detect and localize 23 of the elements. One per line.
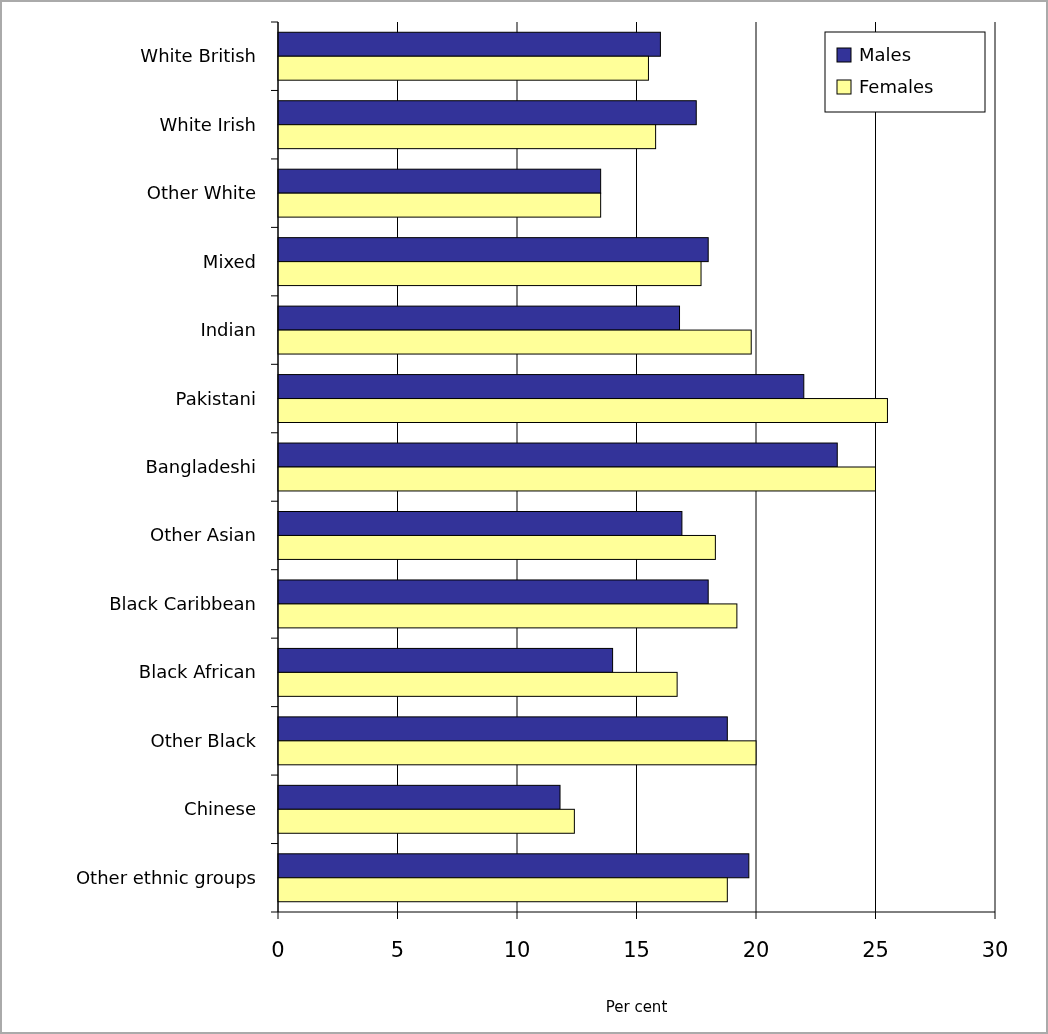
y-tick-label: Other Black bbox=[150, 729, 257, 751]
legend-label: Females bbox=[859, 76, 934, 97]
x-tick-label: 5 bbox=[390, 938, 405, 962]
x-axis-title: Per cent bbox=[605, 998, 668, 1016]
y-tick-label: Chinese bbox=[184, 798, 256, 820]
y-tick-label: Other ethnic groups bbox=[75, 866, 256, 888]
y-tick-label: Other Asian bbox=[150, 524, 256, 546]
legend-label: Males bbox=[859, 44, 912, 65]
x-tick-label: 15 bbox=[623, 938, 650, 962]
y-tick-label: Mixed bbox=[202, 250, 256, 272]
y-tick-label: Black African bbox=[138, 661, 256, 683]
y-tick-label: Pakistani bbox=[175, 387, 256, 409]
y-tick-label: White Irish bbox=[159, 113, 256, 135]
y-tick-label: Black Caribbean bbox=[109, 592, 256, 614]
x-tick-label: 0 bbox=[271, 938, 285, 962]
x-tick-label: 10 bbox=[503, 938, 531, 962]
x-tick-label: 20 bbox=[742, 938, 770, 962]
x-tick-label: 30 bbox=[981, 938, 1009, 962]
y-tick-label: Indian bbox=[200, 319, 256, 341]
x-tick-label: 25 bbox=[862, 938, 889, 962]
y-tick-label: Bangladeshi bbox=[145, 456, 256, 477]
y-tick-label: White British bbox=[140, 45, 256, 67]
y-tick-label: Other White bbox=[146, 182, 256, 204]
